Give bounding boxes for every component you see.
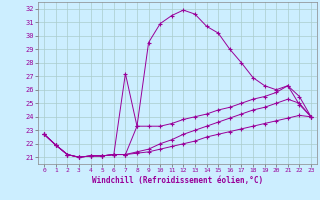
X-axis label: Windchill (Refroidissement éolien,°C): Windchill (Refroidissement éolien,°C) bbox=[92, 176, 263, 185]
